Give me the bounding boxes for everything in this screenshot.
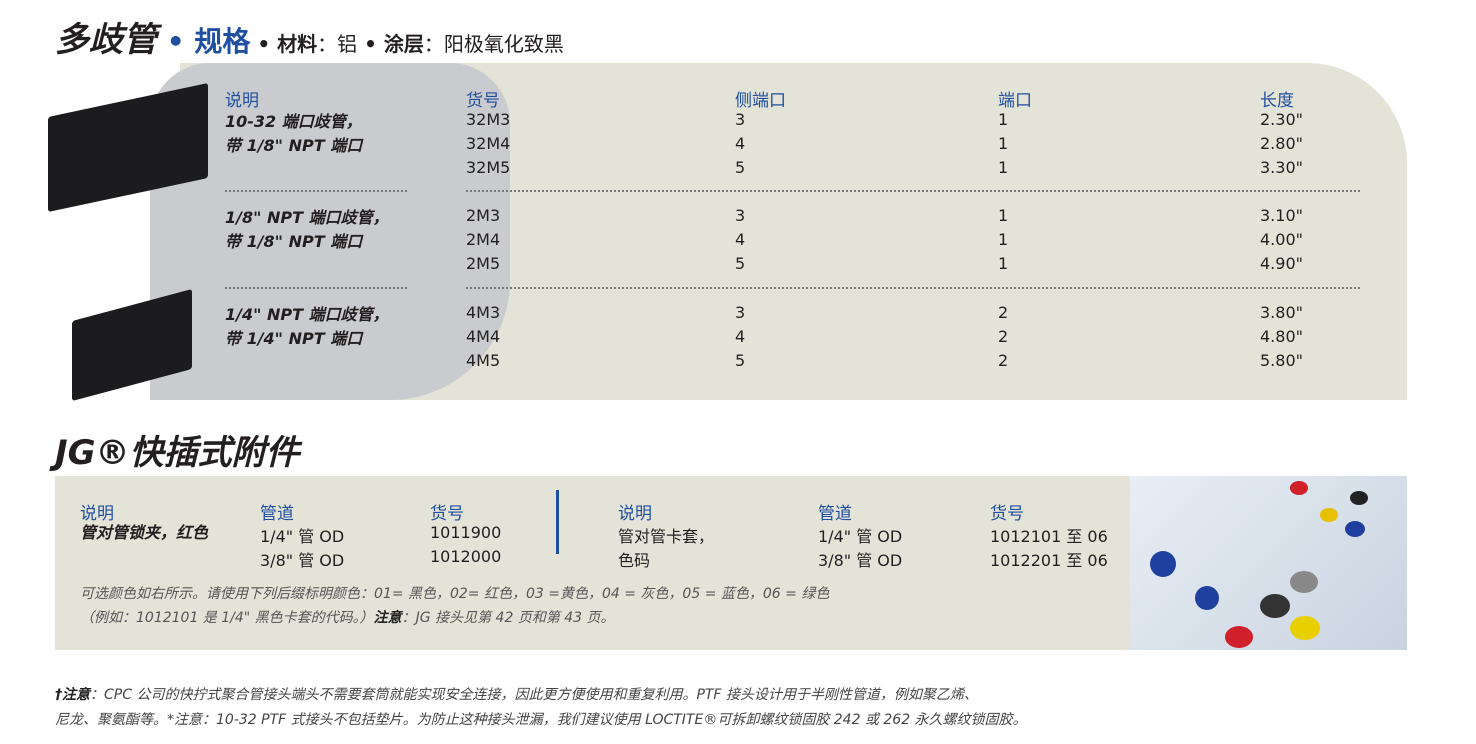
group-description: 10-32 端口歧管， <box>225 112 362 131</box>
divider <box>225 287 407 289</box>
length-cell: 3.80" <box>1260 303 1303 322</box>
example-text: （例如：1012101 是 1/4" 黑色卡套的代码。） <box>80 610 374 626</box>
jg-left-desc: 管对管锁夹，红色 <box>80 523 209 542</box>
ports-cell: 1 <box>998 230 1009 249</box>
jg-right-header-desc: 说明 <box>618 504 652 524</box>
side-ports-cell: 4 <box>735 327 746 346</box>
side-ports-cell: 5 <box>735 158 746 177</box>
material: 铝 <box>337 32 358 56</box>
footnote: †注意：CPC 公司的快拧式聚合管接头端头不需要套筒就能实现安全连接，因此更方便… <box>55 683 1027 733</box>
side-ports-cell: 5 <box>735 254 746 273</box>
group-description: 带 1/4" NPT 端口 <box>225 329 363 348</box>
header-description: 说明 <box>225 91 259 111</box>
footnote-label: †注意 <box>55 687 90 703</box>
part-number-cell: 4M5 <box>466 351 501 370</box>
page-ref-text: ：JG 接头见第 42 页和第 43 页。 <box>401 610 615 626</box>
header-part: 货号 <box>466 91 500 111</box>
part-number-cell: 32M5 <box>466 158 511 177</box>
side-ports-cell: 4 <box>735 134 746 153</box>
footnote-line1: ：CPC 公司的快拧式聚合管接头端头不需要套筒就能实现安全连接，因此更方便使用和… <box>90 687 978 703</box>
manifold-desc-bg <box>150 63 510 400</box>
footnote-line2: 尼龙、聚氨酯等。*注意：10-32 PTF 式接头不包括垫片。为防止这种接头泄漏… <box>55 712 1027 728</box>
header-length: 长度 <box>1260 91 1294 111</box>
part-number-cell: 2M5 <box>466 254 501 273</box>
ports-cell: 1 <box>998 134 1009 153</box>
jg-left-part: 1011900 <box>430 523 502 542</box>
length-cell: 5.80" <box>1260 351 1303 370</box>
column-divider <box>556 490 559 554</box>
jg-left-tube: 1/4" 管 OD <box>260 527 345 546</box>
part-number-cell: 4M4 <box>466 327 501 346</box>
jg-left-part: 1012000 <box>430 547 502 566</box>
part-number-cell: 32M3 <box>466 110 511 129</box>
ports-cell: 2 <box>998 327 1009 346</box>
jg-right-desc: 管对管卡套， <box>618 527 715 546</box>
material-label: 材料 <box>277 32 318 56</box>
jg-left-tube: 3/8" 管 OD <box>260 551 345 570</box>
header-ports: 端口 <box>998 91 1032 111</box>
ports-cell: 1 <box>998 158 1009 177</box>
ports-cell: 1 <box>998 254 1009 273</box>
jg-right-header-part: 货号 <box>990 504 1024 524</box>
color-note: 可选颜色如右所示。请使用下列后缀标明颜色：01= 黑色，02= 红色，03 =黄… <box>80 582 829 630</box>
group-description: 1/8" NPT 端口歧管， <box>225 208 389 227</box>
jg-right-tube: 3/8" 管 OD <box>818 551 903 570</box>
length-cell: 4.00" <box>1260 230 1303 249</box>
length-cell: 3.30" <box>1260 158 1303 177</box>
color-note-line1: 可选颜色如右所示。请使用下列后缀标明颜色：01= 黑色，02= 红色，03 =黄… <box>80 586 830 602</box>
side-ports-cell: 3 <box>735 303 746 322</box>
side-ports-cell: 4 <box>735 230 746 249</box>
ports-cell: 2 <box>998 351 1009 370</box>
page-title: 多歧管 • 规格 • 材料：铝 • 涂层：阳极氧化致黑 <box>55 12 564 61</box>
part-number-cell: 2M4 <box>466 230 501 249</box>
ports-cell: 1 <box>998 110 1009 129</box>
jg-left-header-part: 货号 <box>430 504 464 524</box>
jg-right-header-tube: 管道 <box>818 504 852 524</box>
jg-left-header-tube: 管道 <box>260 504 294 524</box>
ports-cell: 1 <box>998 206 1009 225</box>
length-cell: 3.10" <box>1260 206 1303 225</box>
jg-right-desc: 色码 <box>618 551 651 570</box>
divider <box>466 287 1360 289</box>
length-cell: 2.30" <box>1260 110 1303 129</box>
title-text: 多歧管 <box>55 20 157 60</box>
divider <box>225 190 407 192</box>
side-ports-cell: 5 <box>735 351 746 370</box>
group-description: 1/4" NPT 端口歧管， <box>225 305 389 324</box>
part-number-cell: 2M3 <box>466 206 501 225</box>
jg-fittings-image <box>1130 476 1407 650</box>
divider <box>466 190 1360 192</box>
length-cell: 4.90" <box>1260 254 1303 273</box>
length-cell: 4.80" <box>1260 327 1303 346</box>
coating: 阳极氧化致黑 <box>443 32 564 56</box>
spec-label: • 规格 <box>157 25 251 58</box>
coating-label: 涂层 <box>383 32 424 56</box>
jg-right-part: 1012201 至 06 <box>990 551 1108 570</box>
side-ports-cell: 3 <box>735 110 746 129</box>
group-description: 带 1/8" NPT 端口 <box>225 232 363 251</box>
color-note-line2: （例如：1012101 是 1/4" 黑色卡套的代码。）注意：JG 接头见第 4… <box>80 606 829 630</box>
jg-right-tube: 1/4" 管 OD <box>818 527 903 546</box>
jg-left-header-desc: 说明 <box>80 504 114 524</box>
jg-panel <box>55 476 1130 650</box>
part-number-cell: 32M4 <box>466 134 511 153</box>
header-side-ports: 侧端口 <box>735 91 786 111</box>
material-line: • 材料：铝 • 涂层：阳极氧化致黑 <box>250 32 564 56</box>
note-label: 注意 <box>373 610 402 626</box>
jg-title: JG®快插式附件 <box>55 433 300 473</box>
side-ports-cell: 3 <box>735 206 746 225</box>
ports-cell: 2 <box>998 303 1009 322</box>
part-number-cell: 4M3 <box>466 303 501 322</box>
jg-right-part: 1012101 至 06 <box>990 527 1108 546</box>
spec-text: 规格 <box>194 25 251 58</box>
length-cell: 2.80" <box>1260 134 1303 153</box>
group-description: 带 1/8" NPT 端口 <box>225 136 363 155</box>
